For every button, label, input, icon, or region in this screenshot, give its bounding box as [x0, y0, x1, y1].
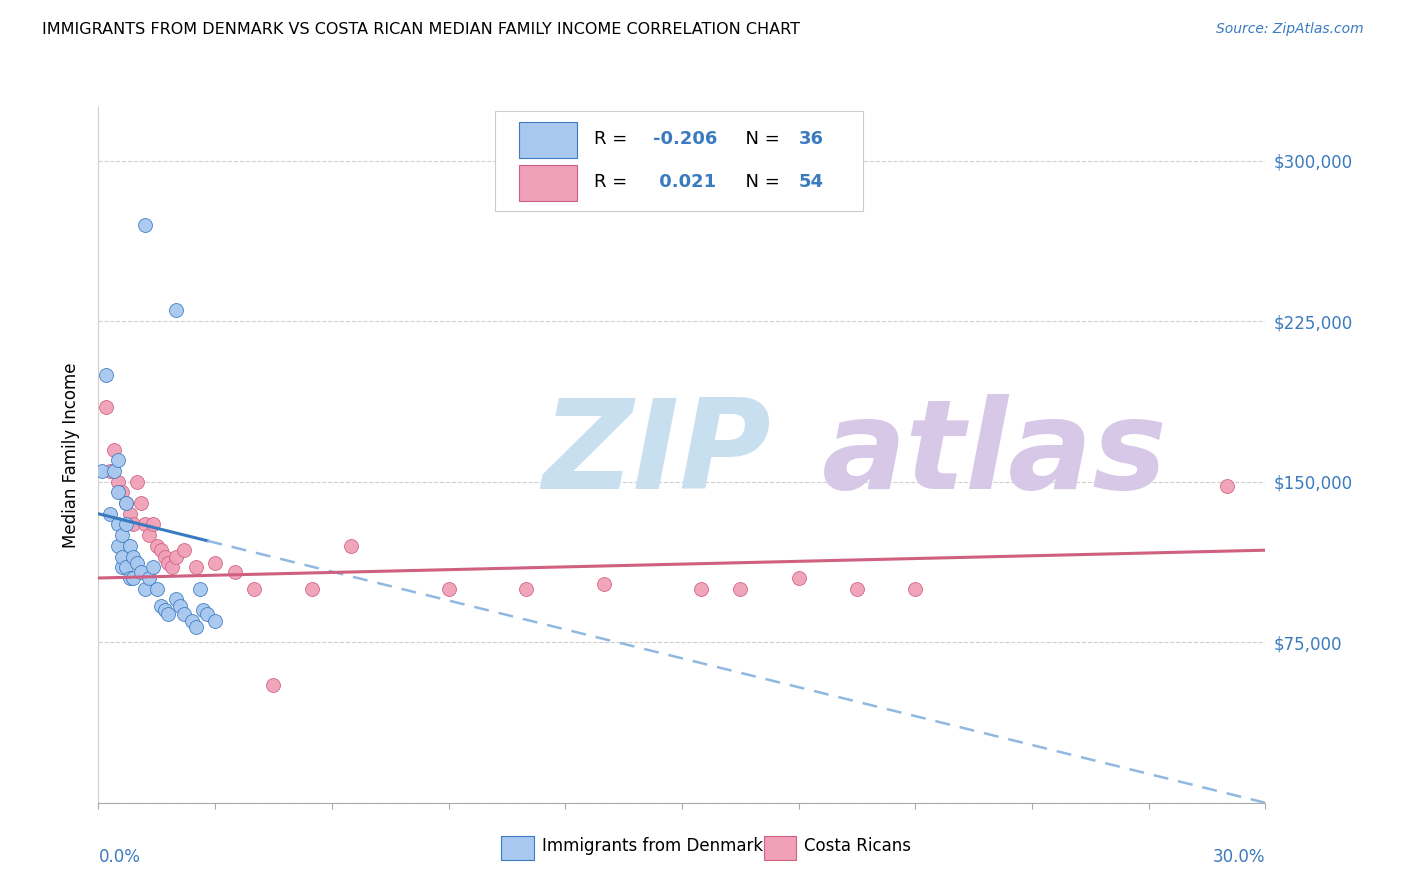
- Point: [98, 464, 121, 478]
- Point: [107, 453, 129, 467]
- Point: [301, 582, 323, 596]
- Point: [787, 571, 810, 585]
- Point: [114, 560, 136, 574]
- Point: [224, 565, 246, 579]
- Point: [107, 539, 129, 553]
- Point: [138, 571, 160, 585]
- Point: [146, 539, 169, 553]
- Point: [173, 607, 195, 622]
- Point: [107, 485, 129, 500]
- Point: [111, 485, 134, 500]
- Point: [184, 560, 207, 574]
- Text: N =: N =: [734, 173, 786, 191]
- Point: [134, 218, 156, 232]
- Point: [690, 582, 713, 596]
- Point: [122, 549, 145, 564]
- Text: ZIP: ZIP: [541, 394, 770, 516]
- FancyBboxPatch shape: [501, 836, 534, 860]
- Point: [118, 507, 141, 521]
- Text: -0.206: -0.206: [652, 130, 717, 148]
- Point: [134, 517, 156, 532]
- Point: [195, 607, 218, 622]
- Text: 54: 54: [799, 173, 824, 191]
- Point: [165, 303, 187, 318]
- Text: R =: R =: [595, 173, 633, 191]
- Point: [122, 571, 145, 585]
- Point: [904, 582, 927, 596]
- Text: Immigrants from Denmark: Immigrants from Denmark: [541, 837, 763, 855]
- FancyBboxPatch shape: [519, 121, 576, 158]
- Point: [162, 560, 184, 574]
- Text: Source: ZipAtlas.com: Source: ZipAtlas.com: [1216, 22, 1364, 37]
- Point: [193, 603, 215, 617]
- Point: [122, 517, 145, 532]
- Point: [114, 496, 136, 510]
- Point: [515, 582, 537, 596]
- Point: [180, 614, 202, 628]
- Point: [127, 475, 149, 489]
- Text: IMMIGRANTS FROM DENMARK VS COSTA RICAN MEDIAN FAMILY INCOME CORRELATION CHART: IMMIGRANTS FROM DENMARK VS COSTA RICAN M…: [42, 22, 800, 37]
- Point: [96, 368, 118, 382]
- Point: [340, 539, 363, 553]
- Point: [114, 517, 136, 532]
- Point: [1215, 479, 1237, 493]
- Point: [98, 507, 121, 521]
- Point: [111, 549, 134, 564]
- Point: [107, 517, 129, 532]
- Point: [114, 496, 136, 510]
- Point: [103, 464, 125, 478]
- Point: [146, 582, 169, 596]
- Point: [129, 565, 152, 579]
- Text: N =: N =: [734, 130, 786, 148]
- Point: [204, 614, 226, 628]
- Text: 0.0%: 0.0%: [98, 848, 141, 866]
- Text: atlas: atlas: [823, 394, 1168, 516]
- Point: [846, 582, 869, 596]
- Point: [134, 582, 156, 596]
- Point: [437, 582, 460, 596]
- Point: [173, 543, 195, 558]
- Y-axis label: Median Family Income: Median Family Income: [62, 362, 80, 548]
- Point: [153, 549, 176, 564]
- Point: [96, 400, 118, 414]
- Point: [153, 603, 176, 617]
- Point: [157, 607, 180, 622]
- Point: [142, 517, 165, 532]
- Point: [127, 556, 149, 570]
- Point: [149, 543, 172, 558]
- Point: [107, 475, 129, 489]
- Text: R =: R =: [595, 130, 633, 148]
- Point: [111, 528, 134, 542]
- Point: [165, 592, 187, 607]
- Point: [111, 560, 134, 574]
- Point: [129, 496, 152, 510]
- Point: [103, 442, 125, 457]
- Point: [91, 464, 114, 478]
- Point: [204, 556, 226, 570]
- Point: [188, 582, 211, 596]
- Point: [165, 549, 187, 564]
- Point: [118, 539, 141, 553]
- Point: [262, 678, 284, 692]
- Text: 36: 36: [799, 130, 824, 148]
- Point: [184, 620, 207, 634]
- Point: [730, 582, 752, 596]
- Point: [169, 599, 191, 613]
- Text: 30.0%: 30.0%: [1213, 848, 1265, 866]
- Text: 0.021: 0.021: [652, 173, 716, 191]
- Point: [142, 560, 165, 574]
- Point: [118, 571, 141, 585]
- Point: [157, 556, 180, 570]
- FancyBboxPatch shape: [519, 165, 576, 201]
- Point: [243, 582, 266, 596]
- Point: [138, 528, 160, 542]
- Point: [593, 577, 616, 591]
- FancyBboxPatch shape: [763, 836, 796, 860]
- Text: Costa Ricans: Costa Ricans: [804, 837, 911, 855]
- FancyBboxPatch shape: [495, 111, 863, 211]
- Point: [149, 599, 172, 613]
